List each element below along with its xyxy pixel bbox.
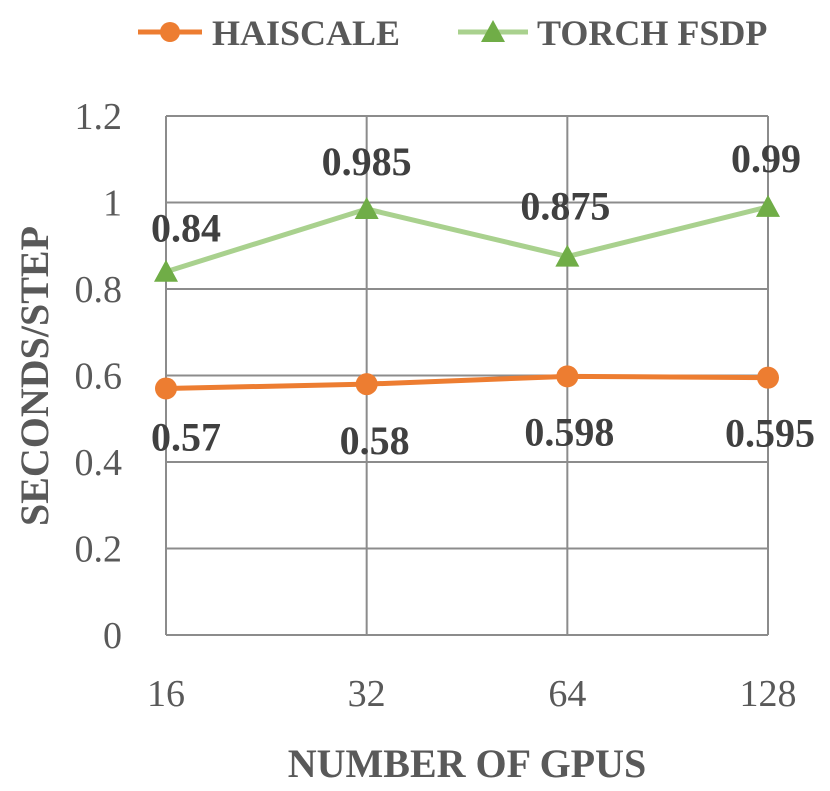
data-point-torch-fsdp [756,194,780,217]
legend-marker-haiscale [160,22,180,42]
x-axis-ticks: 16 32 64 128 [147,673,797,715]
data-label-torch-fsdp: 0.84 [151,206,221,251]
data-label-haiscale: 0.595 [725,411,815,456]
x-tick-label: 128 [740,673,797,715]
y-tick-label: 1.2 [75,96,123,138]
legend-marker-torch-fsdp [481,20,505,42]
data-label-haiscale: 0.57 [151,414,221,459]
legend: HAISCALE TORCH FSDP [138,13,767,53]
data-label-haiscale: 0.58 [340,418,410,463]
y-tick-label: 1 [103,183,122,225]
y-tick-label: 0.8 [75,269,123,311]
y-tick-label: 0.2 [75,529,123,571]
data-label-haiscale: 0.598 [524,409,614,454]
data-point-haiscale [757,366,779,389]
data-label-torch-fsdp: 0.875 [520,184,610,229]
y-tick-label: 0.6 [75,356,123,398]
data-point-haiscale [155,377,177,400]
data-label-torch-fsdp: 0.985 [322,139,412,184]
legend-item-torch-fsdp: TORCH FSDP [458,13,767,53]
legend-item-haiscale: HAISCALE [138,13,400,53]
y-axis-title: SECONDS/STEP [12,226,57,526]
legend-label-haiscale: HAISCALE [212,13,400,53]
x-axis-title: NUMBER OF GPUS [288,741,647,786]
series-layer [154,194,780,400]
y-tick-label: 0 [103,615,122,657]
series-line-torch-fsdp [165,204,769,275]
y-axis-ticks: 0 0.2 0.4 0.6 0.8 1 1.2 [75,96,123,657]
data-labels: 0.57 0.58 0.598 0.595 0.84 0.985 0.875 0.99 [151,136,815,463]
x-tick-label: 64 [548,673,586,715]
x-tick-label: 32 [348,673,386,715]
legend-label-torch-fsdp: TORCH FSDP [537,13,767,53]
data-point-haiscale [355,373,378,396]
y-tick-label: 0.4 [75,442,123,484]
data-point-torch-fsdp [154,259,178,282]
data-point-torch-fsdp [555,244,580,267]
x-tick-label: 16 [147,673,185,715]
data-point-haiscale [556,365,579,388]
series-line-haiscale [165,373,769,391]
data-label-torch-fsdp: 0.99 [731,136,801,181]
data-point-torch-fsdp [354,196,379,219]
